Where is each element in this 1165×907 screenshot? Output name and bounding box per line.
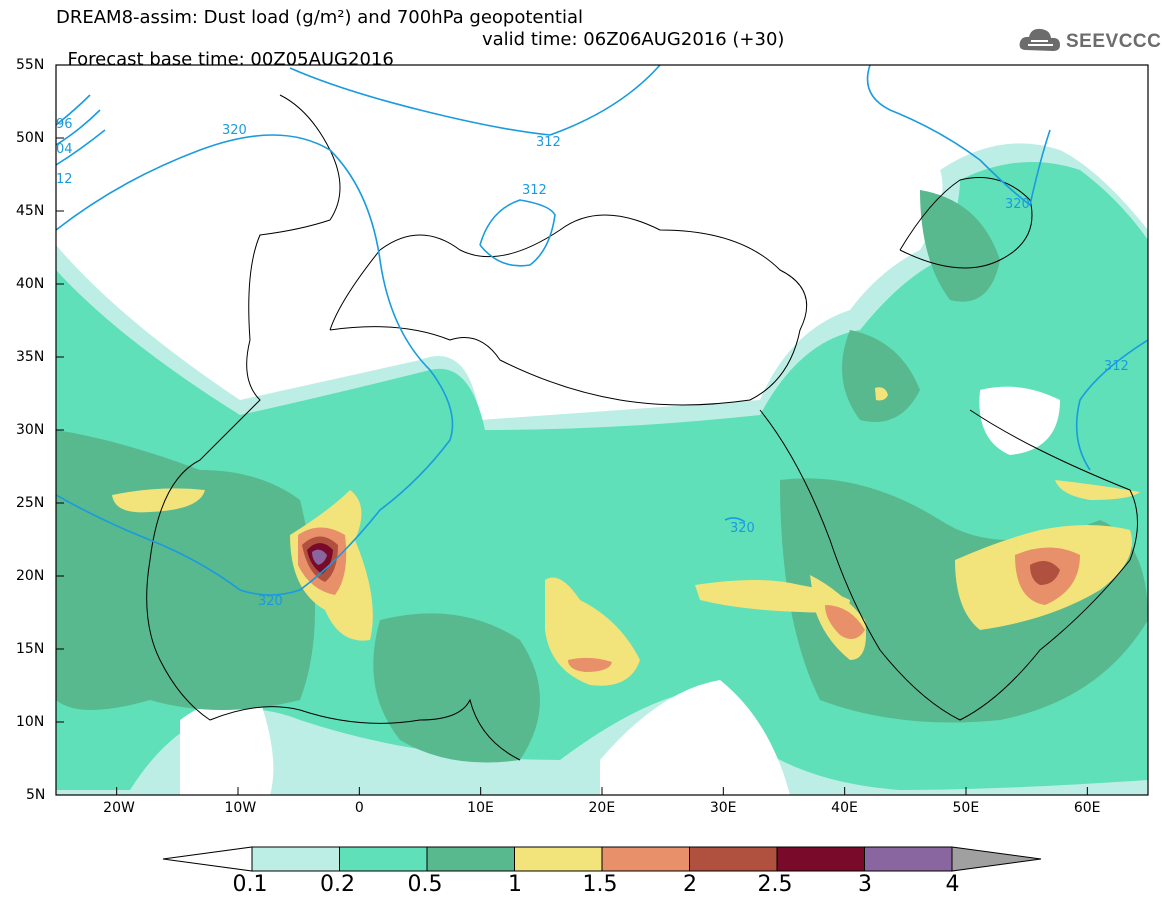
dust-0.5-region-iraq bbox=[842, 330, 920, 422]
dust-0.5-region-caspian bbox=[920, 190, 1000, 302]
valid-time: valid time: 06Z06AUG2016 (+30) bbox=[482, 29, 785, 50]
colorbar-label: 1.5 bbox=[582, 872, 618, 897]
latitude-label: 50N bbox=[16, 130, 45, 146]
colorbar-label: 2 bbox=[683, 872, 697, 897]
latitude-label: 10N bbox=[16, 714, 45, 730]
colorbar-label: 0.1 bbox=[232, 872, 268, 897]
colorbar-label: 1 bbox=[508, 872, 522, 897]
contour-label: 320 bbox=[1005, 197, 1030, 212]
colorbar-min-arrow bbox=[162, 846, 253, 872]
latitude-label: 30N bbox=[16, 422, 45, 438]
clear-area-iran bbox=[979, 386, 1060, 455]
geopotential-contours bbox=[56, 65, 1148, 596]
latitude-label: 5N bbox=[26, 787, 46, 803]
contour-label: 12 bbox=[56, 172, 73, 187]
contour-label: 320 bbox=[730, 521, 755, 536]
longitude-label: 10W bbox=[224, 800, 257, 816]
colorbar-label: 2.5 bbox=[757, 872, 793, 897]
latitude-label: 25N bbox=[16, 495, 45, 511]
contour-label: 312 bbox=[536, 135, 561, 150]
longitude-label: 20W bbox=[103, 800, 135, 816]
latitude-label: 45N bbox=[16, 203, 45, 219]
contour-label: 312 bbox=[522, 183, 547, 198]
longitude-label: 0 bbox=[354, 800, 364, 816]
longitude-label: 60E bbox=[1073, 800, 1101, 816]
dust-3-region-mali bbox=[312, 549, 327, 565]
cloud-icon bbox=[1019, 28, 1060, 51]
colorbar-label: 0.5 bbox=[407, 872, 443, 897]
longitude-label: 50E bbox=[952, 800, 980, 816]
colorbar-box bbox=[426, 846, 515, 872]
longitude-label: 30E bbox=[709, 800, 737, 816]
colorbar-label: 4 bbox=[945, 872, 960, 897]
longitude-label: 40E bbox=[831, 800, 858, 816]
dust-1-region-iraq bbox=[875, 387, 888, 401]
dust-2-region-oman bbox=[1030, 561, 1060, 585]
dust-1-region-sudan bbox=[695, 580, 850, 613]
contour-label: 320 bbox=[222, 123, 247, 138]
axis-ticks bbox=[56, 64, 1088, 796]
colorbar-box bbox=[251, 846, 340, 872]
latitude-label: 35N bbox=[16, 349, 45, 365]
dust-1-region-atlantic bbox=[112, 488, 205, 513]
contour-label: 312 bbox=[1104, 359, 1129, 374]
clear-area-gulf bbox=[180, 697, 274, 795]
latitude-label: 20N bbox=[16, 568, 45, 584]
latitude-label: 40N bbox=[16, 276, 45, 292]
logo-text: SEEVCCC bbox=[1066, 31, 1162, 52]
seevccc-logo: SEEVCCC bbox=[1018, 24, 1162, 58]
dust-1.5-region-chad bbox=[568, 657, 612, 672]
colorbar-box bbox=[339, 846, 428, 872]
contour-label: 04 bbox=[56, 142, 73, 157]
colorbar-box bbox=[864, 846, 953, 872]
latitude-label: 55N bbox=[16, 57, 45, 73]
dust-1.5-region-eritrea bbox=[825, 605, 865, 639]
coastlines bbox=[146, 94, 1138, 761]
latitude-label: 15N bbox=[16, 641, 45, 657]
colorbar-label: 3 bbox=[858, 872, 872, 897]
colorbar bbox=[162, 846, 1042, 872]
contour-label: 320 bbox=[258, 594, 283, 609]
contour-label: 96 bbox=[56, 117, 73, 132]
clear-area-south bbox=[600, 680, 790, 795]
colorbar-box bbox=[514, 846, 603, 872]
map-title: DREAM8-assim: Dust load (g/m²) and 700hP… bbox=[56, 7, 583, 28]
colorbar-box bbox=[601, 846, 690, 872]
colorbar-box bbox=[776, 846, 865, 872]
longitude-label: 10E bbox=[467, 800, 494, 816]
dust-1-region-gulf bbox=[1055, 480, 1140, 500]
longitude-label: 20E bbox=[588, 800, 616, 816]
colorbar-label: 0.2 bbox=[320, 872, 355, 897]
contour-labels: 320 312 312 320 320 312 320 96 04 12 bbox=[56, 117, 1129, 609]
dust-0.5-region-sahel bbox=[373, 613, 540, 763]
colorbar-max-arrow bbox=[951, 846, 1042, 872]
colorbar-box bbox=[689, 846, 778, 872]
dust-1-region-chad bbox=[545, 577, 640, 686]
dust-field: 320 312 312 320 320 312 320 96 04 12 bbox=[56, 65, 1148, 795]
